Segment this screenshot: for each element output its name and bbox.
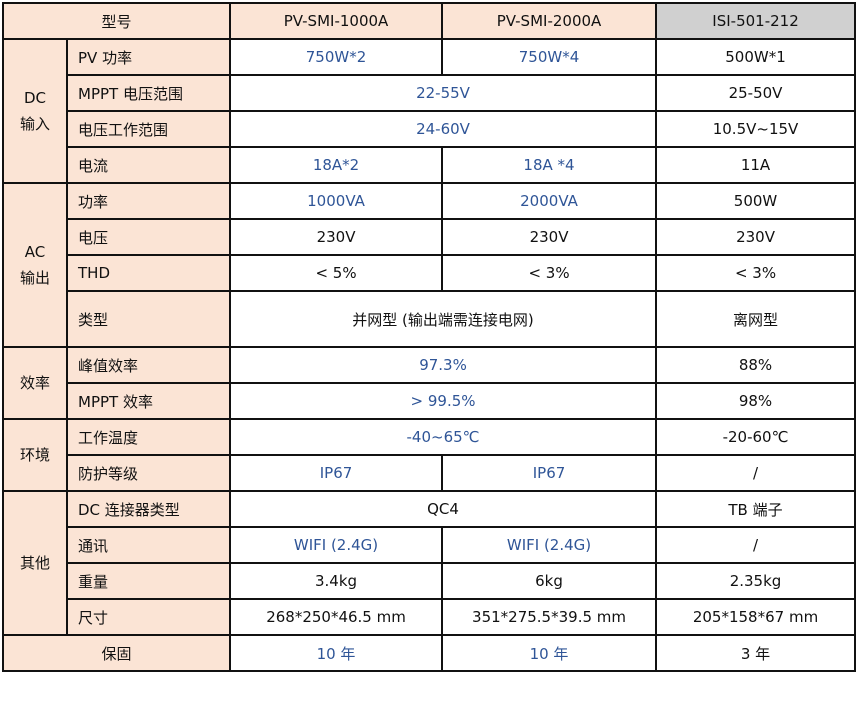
cell: 750W*2	[229, 38, 444, 76]
row-label: 电压	[65, 218, 232, 256]
cell: 24-60V	[229, 110, 658, 148]
cell: 230V	[229, 218, 444, 256]
cell: -40~65℃	[229, 418, 658, 456]
table-row: 电压 230V 230V 230V	[3, 218, 857, 256]
table-row: 电流 18A*2 18A *4 11A	[3, 146, 857, 184]
group-label: AC	[24, 243, 46, 261]
table-row: 通讯 WIFI (2.4G) WIFI (2.4G) /	[3, 526, 857, 564]
cell: QC4	[229, 490, 658, 528]
cell: IP67	[441, 454, 658, 492]
cell: IP67	[229, 454, 444, 492]
cell: 230V	[441, 218, 658, 256]
table-row: THD < 5% < 3% < 3%	[3, 254, 857, 292]
table-row: 防护等级 IP67 IP67 /	[3, 454, 857, 492]
cell: < 3%	[441, 254, 658, 292]
row-label: 峰值效率	[65, 346, 232, 384]
group-other: 其他	[2, 490, 68, 636]
cell: 2.35kg	[655, 562, 857, 600]
spec-comparison-table: 型号 PV-SMI-1000A PV-SMI-2000A ISI-501-212…	[1, 2, 857, 672]
row-label: THD	[65, 254, 232, 292]
cell: 98%	[655, 382, 857, 420]
row-label: 电压工作范围	[65, 110, 232, 148]
cell: 22-55V	[229, 74, 658, 112]
table-row: 其他 DC 连接器类型 QC4 TB 端子	[2, 490, 857, 636]
cell: 10.5V~15V	[655, 110, 857, 148]
cell: 11A	[655, 146, 857, 184]
row-label: 保固	[1, 634, 232, 672]
row-label: 工作温度	[65, 418, 232, 456]
group-label: 输入	[19, 115, 50, 133]
cell: 10 年	[441, 634, 658, 672]
group-label: DC	[23, 89, 47, 107]
model-header: 型号	[1, 2, 232, 40]
table-row: 效率 峰值效率 97.3% 88%	[2, 346, 857, 420]
group-efficiency: 效率	[2, 346, 68, 420]
group-environment: 环境	[2, 418, 68, 492]
cell: 230V	[655, 218, 857, 256]
cell: 6kg	[441, 562, 658, 600]
row-label: 功率	[65, 182, 232, 220]
row-label: 电流	[65, 146, 232, 184]
row-label: 通讯	[65, 526, 232, 564]
cell: TB 端子	[655, 490, 857, 528]
table-row: 环境 工作温度 -40~65℃ -20-60℃	[2, 418, 857, 492]
group-label: 输出	[19, 269, 50, 287]
cell: 25-50V	[655, 74, 857, 112]
cell: 351*275.5*39.5 mm	[441, 598, 658, 636]
cell: /	[655, 454, 857, 492]
cell: /	[655, 526, 857, 564]
table-row: 电压工作范围 24-60V 10.5V~15V	[3, 110, 857, 148]
row-label: MPPT 效率	[65, 382, 232, 420]
cell: 18A *4	[441, 146, 658, 184]
cell: > 99.5%	[229, 382, 658, 420]
row-label: 防护等级	[65, 454, 232, 492]
row-label: 类型	[65, 290, 232, 348]
cell: 500W*1	[655, 38, 857, 76]
row-label: 尺寸	[65, 598, 232, 636]
row-label: PV 功率	[65, 38, 232, 76]
group-dc-input: DC 输入	[2, 38, 68, 184]
table-row: AC 输出 功率 1000VA 2000VA 500W	[2, 182, 857, 348]
cell: 88%	[655, 346, 857, 384]
table-row: 类型 并网型 (输出端需连接电网) 离网型	[3, 290, 857, 348]
model-col1: PV-SMI-1000A	[229, 2, 444, 40]
group-ac-output: AC 输出	[2, 182, 68, 348]
table-row: MPPT 电压范围 22-55V 25-50V	[3, 74, 857, 112]
table-row: 重量 3.4kg 6kg 2.35kg	[3, 562, 857, 600]
model-col2: PV-SMI-2000A	[441, 2, 658, 40]
cell: < 5%	[229, 254, 444, 292]
cell: 2000VA	[441, 182, 658, 220]
table-row: 保固 10 年 10 年 3 年	[1, 634, 857, 672]
cell: 18A*2	[229, 146, 444, 184]
header-row: 型号 PV-SMI-1000A PV-SMI-2000A ISI-501-212	[1, 2, 857, 40]
cell: 离网型	[655, 290, 857, 348]
row-label: 重量	[65, 562, 232, 600]
cell: 97.3%	[229, 346, 658, 384]
row-label: DC 连接器类型	[65, 490, 232, 528]
cell: 500W	[655, 182, 857, 220]
cell: 并网型 (输出端需连接电网)	[229, 290, 658, 348]
model-col3: ISI-501-212	[655, 2, 857, 40]
table-row: DC 输入 PV 功率 750W*2 750W*4 500W*1	[2, 38, 857, 184]
table-row: 尺寸 268*250*46.5 mm 351*275.5*39.5 mm 205…	[3, 598, 857, 636]
cell: 10 年	[229, 634, 444, 672]
cell: 1000VA	[229, 182, 444, 220]
row-label: MPPT 电压范围	[65, 74, 232, 112]
cell: 205*158*67 mm	[655, 598, 857, 636]
cell: 3 年	[655, 634, 857, 672]
cell: 268*250*46.5 mm	[229, 598, 444, 636]
cell: -20-60℃	[655, 418, 857, 456]
cell: WIFI (2.4G)	[229, 526, 444, 564]
cell: < 3%	[655, 254, 857, 292]
cell: 3.4kg	[229, 562, 444, 600]
cell: WIFI (2.4G)	[441, 526, 658, 564]
cell: 750W*4	[441, 38, 658, 76]
table-row: MPPT 效率 > 99.5% 98%	[3, 382, 857, 420]
